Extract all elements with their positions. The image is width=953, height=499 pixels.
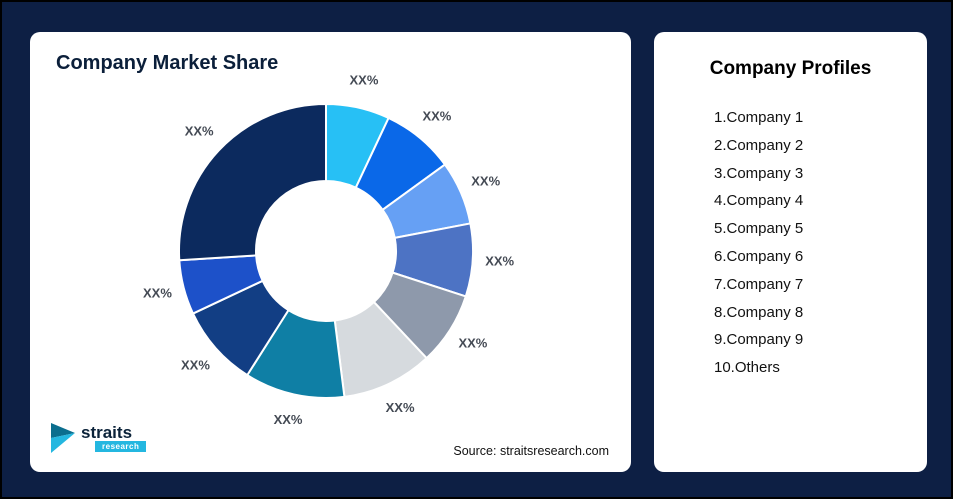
company-list-item: 7.Company 7	[714, 275, 804, 293]
logo-name: straits	[81, 423, 133, 442]
company-list-item: 8.Company 8	[714, 303, 804, 321]
company-list-item: 4.Company 4	[714, 192, 804, 210]
logo-subtitle: research	[95, 441, 147, 452]
segment-label: XX%	[185, 123, 214, 138]
segment-label: XX%	[386, 400, 415, 415]
company-list: 1.Company 1 2.Company 2 3.Company 3 4.Compa…	[714, 104, 927, 382]
donut-chart: XX% XX% XX% XX% XX% XX% XX% XX% XX% XX%	[143, 73, 515, 428]
straits-logo-icon	[51, 423, 75, 453]
company-profiles-card: Company Profiles 1.Company 1 2.Company 2 3…	[654, 32, 927, 472]
source-note: Source: straitsresearch.com	[453, 444, 609, 458]
straits-logo: straits research	[50, 422, 147, 454]
segment-label: XX%	[458, 336, 487, 351]
company-list-item: 1.Company 1	[714, 109, 804, 126]
segment-label: XX%	[422, 108, 451, 123]
profiles-title: Company Profiles	[709, 58, 872, 79]
company-list-item: 2.Company 2	[714, 136, 804, 154]
company-list-item: 3.Company 3	[714, 164, 804, 182]
segment-label: XX%	[274, 412, 303, 427]
company-list-item: 9.Company 9	[714, 331, 804, 349]
segment-label: XX%	[143, 286, 172, 301]
company-list-item: 6.Company 6	[714, 247, 804, 265]
company-list-item: 10.Others	[714, 359, 780, 377]
segment-label: XX%	[471, 173, 500, 188]
segment-label: XX%	[485, 253, 514, 268]
company-list-item: 5.Company 5	[714, 220, 804, 238]
segment-label: XX%	[350, 73, 379, 88]
straits-logo-text: straits research	[81, 423, 147, 452]
segment-label: XX%	[181, 358, 210, 373]
donut-segment	[178, 103, 327, 262]
market-share-card: XX% XX% XX% XX% XX% XX% XX% XX% XX% XX% Company M…	[30, 32, 631, 472]
chart-title: Company Market Share	[56, 52, 279, 74]
